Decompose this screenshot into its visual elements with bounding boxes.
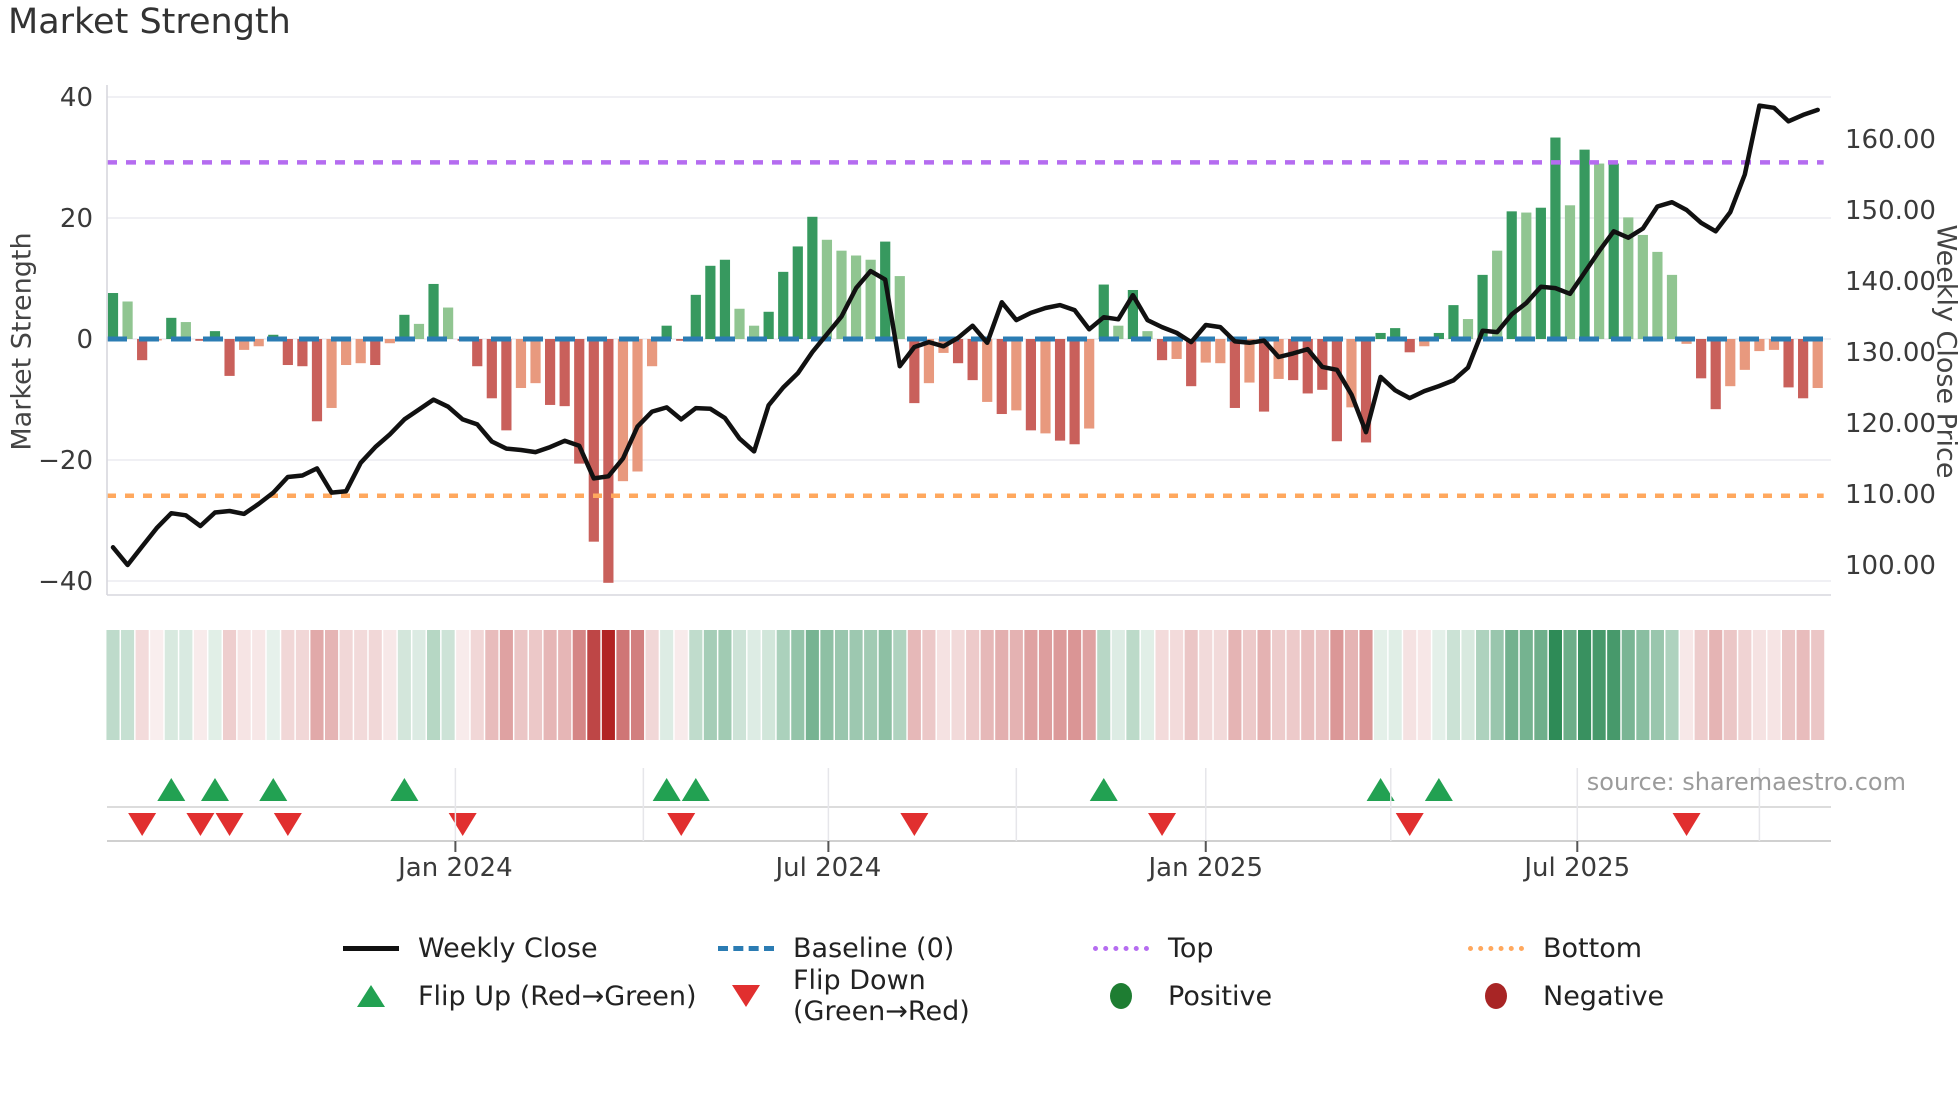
legend-swatch-dot-orange-icon <box>1465 945 1527 951</box>
legend-item-top: Top <box>1090 924 1465 972</box>
legend-swatch-tri-up-icon <box>340 985 402 1007</box>
legend-item-flip-down-green-red: Flip Down (Green→Red) <box>715 965 1090 1027</box>
legend-item-flip-up-red-green: Flip Up (Red→Green) <box>340 972 715 1020</box>
svg-text:110.00: 110.00 <box>1845 480 1936 510</box>
svg-text:150.00: 150.00 <box>1845 196 1936 226</box>
legend-label: Flip Down (Green→Red) <box>793 965 970 1027</box>
heatmap-strip <box>106 630 1825 740</box>
legend-label: Bottom <box>1543 932 1643 964</box>
page-title: Market Strength <box>8 2 291 42</box>
legend-label: Weekly Close <box>418 932 598 964</box>
axes-and-ticks: 40 20 0 −20 −40 160.00 150.00 140.00 130.00 120.0… <box>38 83 1936 883</box>
svg-text:−40: −40 <box>38 567 93 597</box>
svg-text:160.00: 160.00 <box>1845 125 1936 155</box>
svg-text:0: 0 <box>76 325 93 355</box>
svg-text:40: 40 <box>60 83 93 113</box>
strength-bars <box>107 137 1823 583</box>
legend-item-negative: Negative <box>1465 972 1840 1020</box>
legend-item-weekly-close: Weekly Close <box>340 924 715 972</box>
legend-item-baseline-0: Baseline (0) <box>715 924 1090 972</box>
svg-text:Jul 2024: Jul 2024 <box>773 853 881 883</box>
weekly-close-line <box>110 103 1820 568</box>
svg-text:−20: −20 <box>38 446 93 476</box>
legend-swatch-dot-purple-icon <box>1090 945 1152 951</box>
legend-swatch-circ-red-icon <box>1465 983 1527 1009</box>
svg-text:Jul 2025: Jul 2025 <box>1522 853 1630 883</box>
legend-swatch-line-icon <box>340 945 402 951</box>
legend-label: Top <box>1168 932 1214 964</box>
reference-lines <box>107 160 1824 498</box>
svg-text:120.00: 120.00 <box>1845 409 1936 439</box>
legend-swatch-tri-down-icon <box>715 985 777 1007</box>
legend-item-positive: Positive <box>1090 972 1465 1020</box>
source-credit: source: sharemaestro.com <box>1586 768 1906 796</box>
legend-label: Baseline (0) <box>793 932 955 964</box>
svg-text:140.00: 140.00 <box>1845 267 1936 297</box>
svg-text:130.00: 130.00 <box>1845 338 1936 368</box>
svg-text:Jan 2024: Jan 2024 <box>396 853 513 883</box>
legend-label: Flip Up (Red→Green) <box>418 980 697 1012</box>
chart-legend: Weekly Close Baseline (0) Top Bottom Flip Up… <box>340 924 1840 1027</box>
legend-swatch-dash-icon <box>715 945 777 951</box>
svg-text:Jan 2025: Jan 2025 <box>1146 853 1263 883</box>
legend-item-bottom: Bottom <box>1465 924 1840 972</box>
legend-swatch-circ-green-icon <box>1090 983 1152 1009</box>
legend-label: Negative <box>1543 980 1665 1012</box>
svg-text:20: 20 <box>60 204 93 234</box>
legend-label: Positive <box>1168 980 1273 1012</box>
svg-text:100.00: 100.00 <box>1845 551 1936 581</box>
